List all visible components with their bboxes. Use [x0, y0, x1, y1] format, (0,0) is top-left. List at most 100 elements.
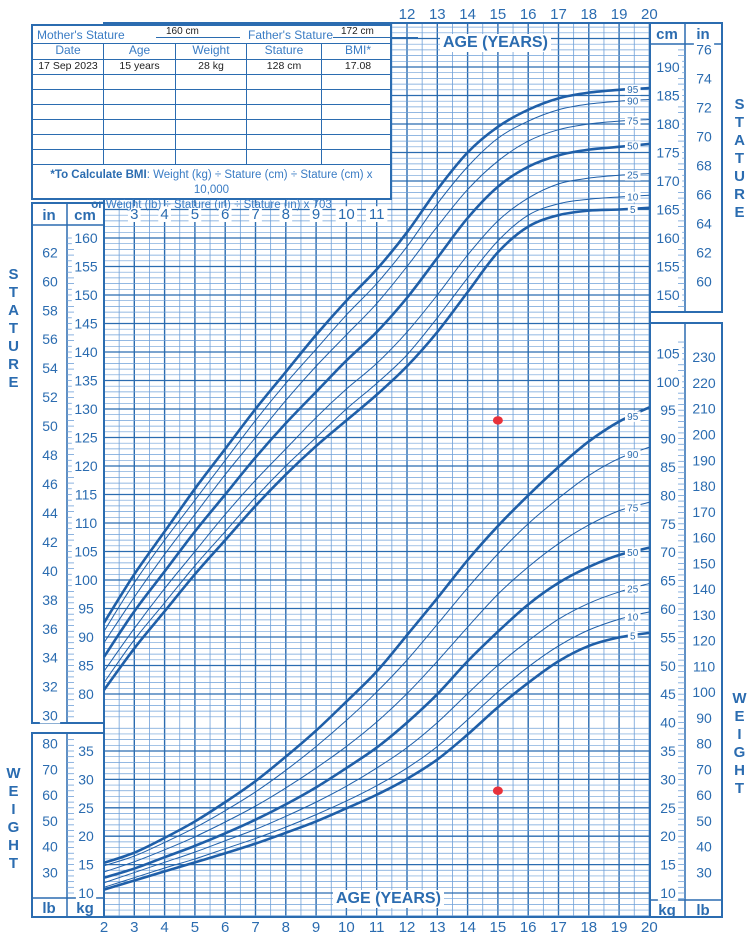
- stature-cm-tick-right-bg: [653, 60, 683, 75]
- weight-percentile-label-5-bg: [627, 631, 638, 642]
- mother-stature-field[interactable]: 160 cm: [156, 26, 240, 38]
- weight-kg-tick-left: 10: [78, 885, 94, 901]
- column-header: BMI*: [344, 43, 371, 57]
- stature-percentile-label-90-bg: [624, 96, 641, 107]
- stature-cm-tick-right: 175: [656, 145, 680, 161]
- column-header: Stature: [247, 43, 322, 59]
- table-cell[interactable]: [33, 134, 104, 149]
- table-cell[interactable]: [33, 89, 104, 104]
- weight-kg-tick-right: 95: [660, 402, 676, 418]
- weight-kg-tick-left-bg: [75, 800, 97, 816]
- age-tick-inner: 7: [251, 206, 259, 223]
- stature-percentile-curve-95: [102, 86, 650, 624]
- stature-cm-tick-left: 115: [75, 487, 98, 503]
- table-cell[interactable]: [104, 119, 176, 134]
- patient-record-form: Mother's Stature 160 cm Father's Stature…: [31, 24, 418, 211]
- stature-percentile-curve-10: [103, 194, 650, 683]
- table-cell[interactable]: [322, 74, 394, 89]
- table-cell[interactable]: [176, 119, 247, 134]
- stature-percentile-curve-75: [103, 118, 650, 643]
- stature-in-tick-left: 46: [42, 476, 58, 492]
- stature-cm-tick-left-bg: [71, 402, 101, 417]
- stature-measurement-point: [492, 416, 503, 425]
- table-cell[interactable]: [104, 104, 176, 119]
- stature-in-tick-left-bg: [39, 419, 61, 434]
- stature-cm-tick-left-bg: [75, 687, 97, 702]
- stature-cm-tick-left: 105: [74, 544, 98, 560]
- table-cell[interactable]: [33, 104, 104, 119]
- stature-in-tick-left: 42: [42, 534, 58, 550]
- table-cell[interactable]: [322, 149, 394, 164]
- weight-lb-tick-left-bg: [39, 814, 61, 829]
- stature-cm-tick-left-bg: [71, 345, 101, 360]
- age-tick-bottom: 3: [130, 919, 138, 936]
- weight-lb-tick-right: 210: [692, 401, 716, 417]
- table-cell[interactable]: [176, 104, 247, 119]
- table-cell[interactable]: [104, 89, 176, 104]
- stature-in-tick-left: 32: [42, 679, 58, 695]
- table-cell[interactable]: [176, 89, 247, 104]
- weight-percentile-curve-50: [103, 546, 650, 879]
- stature-percentile-label-10-bg: [624, 191, 641, 203]
- table-cell[interactable]: [176, 149, 247, 164]
- table-cell[interactable]: [104, 74, 176, 89]
- father-stature-field[interactable]: 172 cm: [333, 26, 418, 38]
- weight-kg-tick-left-bg: [75, 829, 97, 844]
- stature-in-tick-right: 68: [696, 157, 712, 173]
- stature-in-tick-left-bg: [39, 621, 61, 637]
- weight-lb-tick-right-bg: [689, 659, 719, 675]
- bmi-formula-note: *To Calculate BMI: Weight (kg) ÷ Stature…: [33, 168, 390, 213]
- table-cell[interactable]: [247, 104, 322, 119]
- table-cell[interactable]: [247, 89, 322, 104]
- table-cell[interactable]: 15 years: [104, 59, 176, 74]
- weight-kg-tick-right-bg: [657, 460, 679, 475]
- table-cell[interactable]: [322, 104, 394, 119]
- stature-label-right: STATURE: [731, 96, 748, 222]
- table-cell[interactable]: [33, 119, 104, 134]
- table-cell[interactable]: [247, 149, 322, 164]
- table-cell[interactable]: [33, 74, 104, 89]
- weight-lb-tick-right: 40: [696, 839, 712, 855]
- table-cell[interactable]: 128 cm: [247, 59, 322, 74]
- weight-kg-tick-right-bg: [657, 516, 679, 532]
- weight-percentile-curve-5: [103, 631, 650, 891]
- table-cell[interactable]: [247, 134, 322, 149]
- stature-cm-tick-left-bg: [71, 544, 101, 560]
- stature-in-tick-left: 52: [42, 389, 58, 405]
- stature-cm-tick-right: 190: [656, 59, 680, 75]
- stature-cm-tick-left-bg: [71, 516, 101, 531]
- table-row: [33, 89, 390, 105]
- weight-lb-tick-right-bg: [689, 633, 719, 649]
- table-cell[interactable]: [33, 149, 104, 164]
- table-cell[interactable]: [104, 149, 176, 164]
- table-cell[interactable]: 17.08: [344, 60, 372, 72]
- bmi-note-line1: : Weight (kg) ÷ Stature (cm) ÷ Stature (…: [146, 169, 373, 196]
- stature-percentile-label-75-bg: [624, 115, 641, 127]
- cm-header-left: cm: [74, 207, 96, 224]
- weight-lb-tick-right-bg: [689, 376, 719, 391]
- table-cell[interactable]: [176, 134, 247, 149]
- table-cell[interactable]: 17 Sep 2023: [33, 59, 104, 74]
- table-cell[interactable]: [322, 119, 394, 134]
- weight-lb-tick-right-bg: [689, 350, 719, 366]
- weight-lb-tick-right: 30: [696, 865, 712, 881]
- table-cell[interactable]: [322, 89, 394, 104]
- table-cell[interactable]: [247, 119, 322, 134]
- age-tick-bottom: 14: [459, 919, 476, 936]
- table-cell[interactable]: [176, 74, 247, 89]
- stature-in-tick-left-bg: [39, 245, 61, 261]
- table-cell[interactable]: [104, 134, 176, 149]
- table-cell[interactable]: [322, 134, 394, 149]
- stature-in-tick-right-bg: [693, 158, 715, 174]
- stature-in-tick-right: 72: [696, 100, 712, 116]
- table-cell[interactable]: 28 kg: [176, 59, 247, 74]
- weight-kg-tick-right-bg: [657, 488, 679, 504]
- stature-cm-tick-left-bg: [71, 259, 101, 275]
- weight-kg-tick-right: 40: [660, 715, 676, 731]
- weight-kg-tick-right: 25: [660, 800, 676, 816]
- weight-lb-tick-left: 40: [42, 839, 58, 855]
- weight-lb-tick-left: 60: [42, 787, 58, 803]
- stature-cm-tick-left: 140: [74, 344, 98, 360]
- table-cell[interactable]: [247, 74, 322, 89]
- stature-cm-tick-right: 180: [656, 116, 680, 132]
